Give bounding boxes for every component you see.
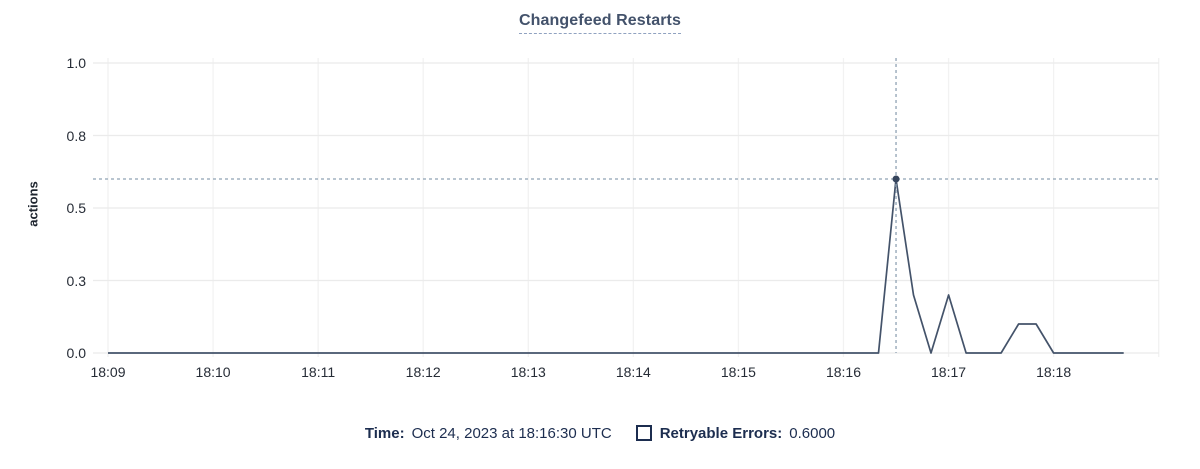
x-tick-label: 18:15	[720, 364, 756, 380]
y-tick-label: 0.8	[66, 127, 86, 144]
x-tick-label: 18:12	[405, 364, 441, 380]
x-tick-label: 18:16	[825, 364, 861, 380]
chart-title[interactable]: Changefeed Restarts	[519, 12, 681, 34]
series-swatch[interactable]	[635, 425, 652, 441]
x-tick-label: 18:11	[301, 364, 336, 380]
y-tick-label: 0.0	[66, 345, 86, 361]
y-tick-label: 0.3	[66, 272, 86, 289]
y-tick-label: 0.5	[66, 200, 86, 216]
chart-header: Changefeed Restarts	[0, 12, 1200, 34]
x-tick-label: 18:18	[1036, 364, 1072, 380]
series-line	[108, 178, 1124, 354]
series-name-label: Retryable Errors:	[659, 424, 783, 442]
hover-time-label: Time:	[364, 424, 405, 442]
x-tick-label: 18:09	[90, 364, 126, 380]
hover-time-value: Oct 24, 2023 at 18:16:30 UTC	[411, 424, 612, 442]
x-tick-label: 18:10	[195, 364, 231, 380]
x-tick-label: 18:17	[931, 364, 967, 380]
hover-point-dot	[892, 175, 900, 183]
hover-legend: Time: Oct 24, 2023 at 18:16:30 UTC Retry…	[0, 420, 1200, 446]
x-tick-label: 18:14	[615, 364, 651, 380]
series-hover-value: 0.6000	[789, 424, 836, 442]
y-tick-label: 1.0	[66, 55, 86, 71]
x-tick-label: 18:13	[510, 364, 546, 380]
